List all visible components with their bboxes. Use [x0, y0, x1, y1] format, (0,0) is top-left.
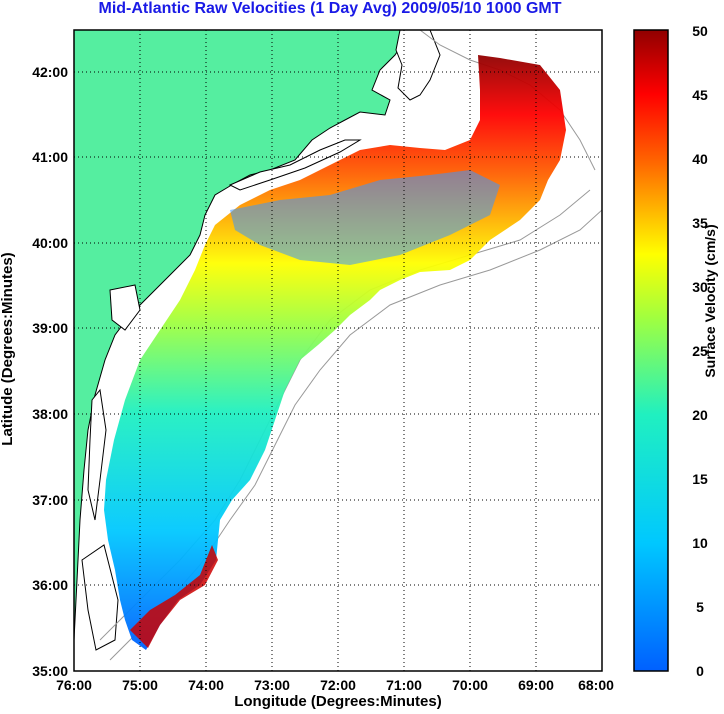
velocity-patch-high	[130, 545, 218, 648]
land-mass	[74, 30, 406, 641]
long-island	[228, 139, 362, 191]
x-axis: 76:00 75:00 74:00 73:00 72:00 71:00 70:0…	[56, 677, 614, 693]
x-tick-label: 70:00	[452, 677, 488, 693]
map-title: Mid-Atlantic Raw Velocities (1 Day Avg) …	[98, 0, 562, 17]
colorbar-tick-label: 10	[692, 535, 708, 551]
x-tick-label: 74:00	[188, 677, 224, 693]
chesapeake-bay	[87, 388, 107, 521]
colorbar-tick-label: 5	[696, 599, 704, 615]
colorbar-tick-label: 40	[692, 151, 708, 167]
y-tick-label: 35:00	[32, 663, 68, 679]
colorbar-tick-label: 25	[692, 343, 708, 359]
y-axis-label: Latitude (Degrees:Minutes)	[0, 252, 16, 446]
y-tick-label: 41:00	[32, 149, 68, 165]
y-tick-label: 42:00	[32, 64, 68, 80]
delaware-bay	[109, 284, 141, 331]
colorbar-tick-label: 45	[692, 87, 708, 103]
x-tick-label: 68:00	[578, 677, 614, 693]
colorbar-tick-label: 35	[692, 215, 708, 231]
y-tick-label: 36:00	[32, 577, 68, 593]
pamlico-sound	[81, 544, 119, 651]
plot-frame	[73, 29, 603, 672]
x-tick-label: 73:00	[254, 677, 290, 693]
colorbar-tick-label: 15	[692, 471, 708, 487]
y-tick-label: 37:00	[32, 492, 68, 508]
x-tick-label: 75:00	[122, 677, 158, 693]
velocity-patch-low	[230, 170, 500, 265]
x-tick-label: 69:00	[518, 677, 554, 693]
y-tick-label: 39:00	[32, 320, 68, 336]
x-tick-label: 71:00	[386, 677, 422, 693]
x-tick-label: 72:00	[320, 677, 356, 693]
x-axis-label: Longitude (Degrees:Minutes)	[234, 693, 442, 710]
colorbar-tick-label: 50	[692, 23, 708, 39]
y-tick-label: 38:00	[32, 406, 68, 422]
grid-lines	[74, 30, 602, 671]
colorbar	[633, 29, 669, 672]
y-tick-label: 40:00	[32, 235, 68, 251]
colorbar-tick-label: 30	[692, 279, 708, 295]
colorbar-tick-label: 0	[696, 663, 704, 679]
colorbar-tick-label: 20	[692, 407, 708, 423]
cape-cod	[395, 30, 441, 101]
y-axis: 42:00 41:00 40:00 39:00 38:00 37:00 36:0…	[32, 64, 68, 679]
colorbar-ticks: 50 45 40 35 30 25 20 15 10 5 0	[692, 23, 708, 679]
x-tick-label: 76:00	[56, 677, 92, 693]
colorbar-label: Surface Velocity (cm/s)	[702, 224, 718, 378]
